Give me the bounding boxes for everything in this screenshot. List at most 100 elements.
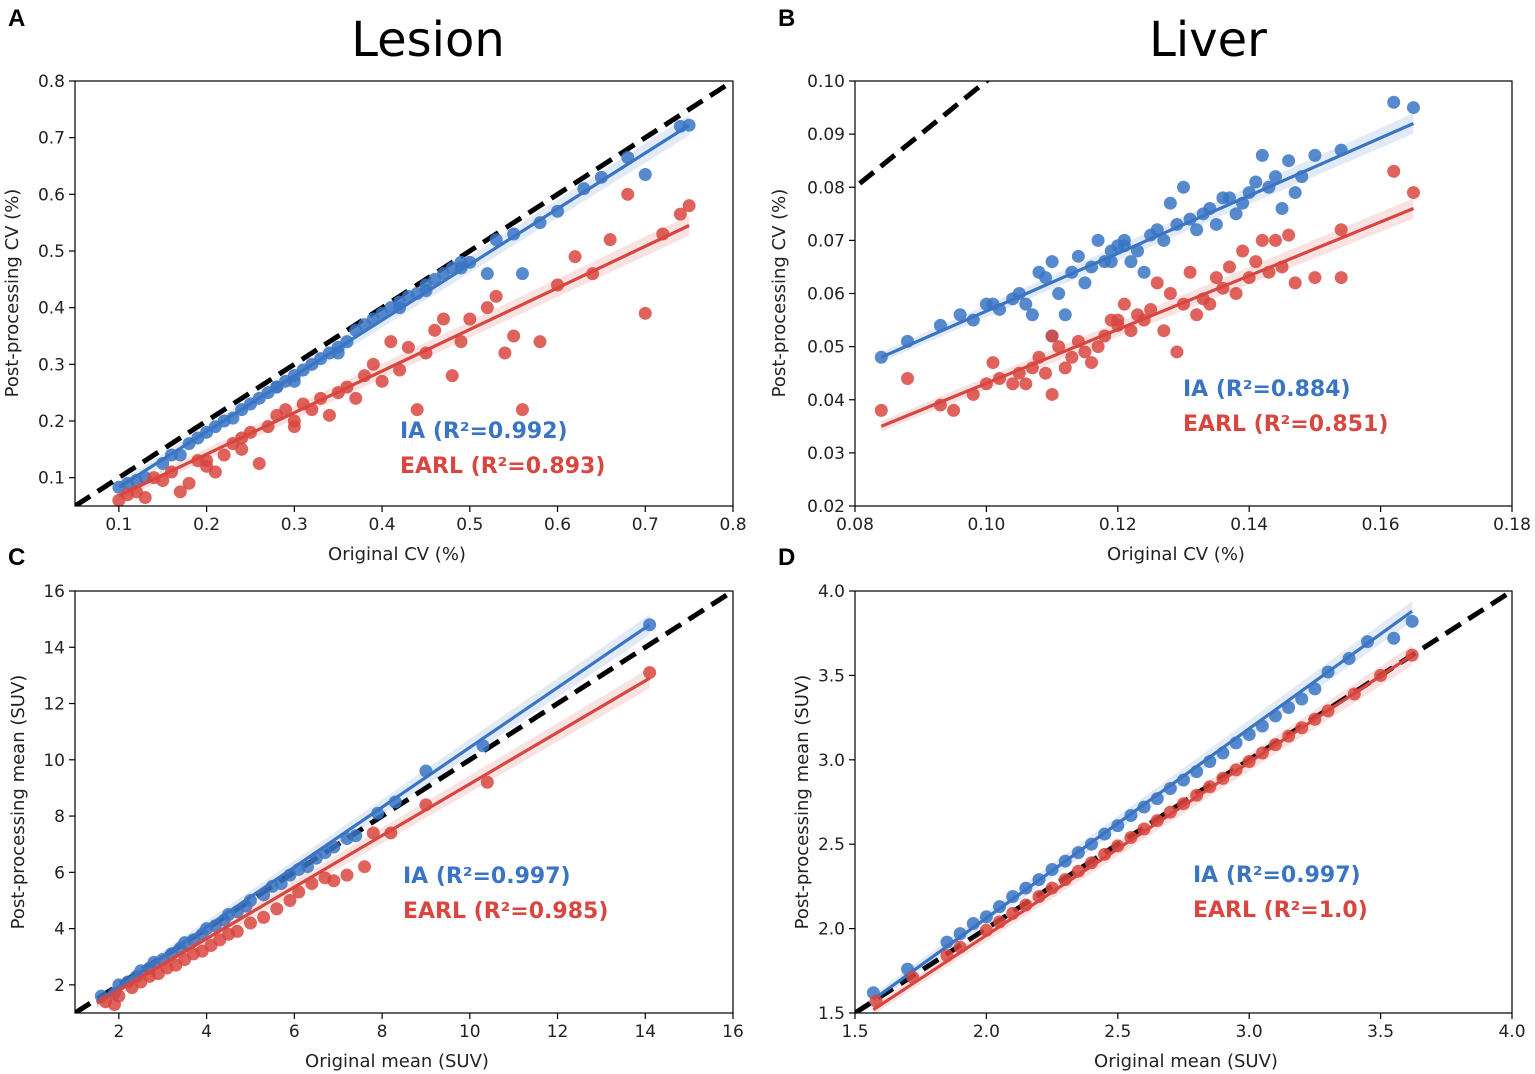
fit-line	[118, 123, 690, 489]
data-point	[243, 893, 257, 907]
data-point	[1025, 308, 1039, 322]
data-point	[410, 403, 424, 417]
y-tick-label: 2	[54, 976, 65, 996]
data-point	[1091, 340, 1105, 354]
panel-letter: B	[778, 5, 795, 32]
data-point	[1091, 233, 1105, 247]
y-axis-label: Post-processing mean (SUV)	[792, 675, 813, 930]
data-point	[217, 448, 231, 462]
data-point	[279, 403, 293, 417]
y-tick-label: 16	[43, 582, 65, 602]
data-point	[428, 323, 442, 337]
data-point	[1209, 217, 1223, 231]
data-point	[1039, 271, 1053, 285]
data-point	[252, 457, 266, 470]
y-tick-label: 0.09	[807, 125, 845, 145]
data-point	[138, 491, 152, 504]
data-point	[1387, 95, 1401, 109]
x-tick-label: 0.2	[193, 515, 220, 535]
data-point	[257, 910, 271, 924]
annotation-ia: IA (R²=0.992)	[400, 419, 568, 444]
y-tick-label: 0.04	[807, 391, 845, 411]
plot-area	[855, 591, 1512, 1013]
data-point	[643, 666, 657, 680]
data-point	[283, 893, 297, 907]
data-point	[1209, 271, 1223, 285]
data-point	[1334, 223, 1348, 237]
data-point	[366, 357, 380, 371]
y-tick-label: 0.08	[807, 178, 845, 198]
x-tick-label: 6	[289, 1022, 300, 1042]
data-point	[366, 826, 380, 840]
x-tick-label: 0.10	[967, 515, 1005, 535]
x-tick-label: 0.08	[836, 515, 874, 535]
data-point	[1190, 308, 1204, 322]
data-point	[1111, 313, 1125, 327]
x-tick-label: 0.12	[1099, 515, 1137, 535]
y-tick-label: 0.5	[38, 242, 65, 262]
data-point	[375, 374, 389, 388]
panel-letter: A	[8, 5, 25, 32]
fit-line	[880, 122, 1415, 359]
plot-area	[855, 81, 1420, 432]
data-point	[1039, 366, 1053, 380]
data-point	[1308, 682, 1322, 696]
y-tick-label: 2.5	[818, 835, 845, 855]
data-point	[1190, 223, 1204, 237]
x-tick-label: 0.3	[281, 515, 308, 535]
x-tick-label: 14	[634, 1022, 656, 1042]
data-point	[436, 312, 450, 326]
data-point	[292, 885, 306, 899]
data-point	[230, 924, 244, 938]
data-point	[480, 775, 494, 789]
data-point	[1405, 614, 1419, 628]
data-point	[1144, 302, 1158, 316]
series-ia	[866, 601, 1419, 1005]
data-point	[1078, 345, 1092, 359]
data-point	[235, 442, 249, 456]
data-point	[1045, 329, 1059, 343]
data-point	[1236, 244, 1250, 258]
y-tick-label: 6	[54, 863, 65, 883]
data-point	[1006, 377, 1020, 391]
data-point	[393, 363, 407, 377]
data-point	[1255, 148, 1269, 162]
data-point	[577, 182, 591, 196]
data-point	[1124, 324, 1138, 338]
data-point	[1045, 387, 1059, 401]
confidence-band	[96, 668, 650, 1009]
data-point	[947, 403, 961, 417]
data-point	[1150, 276, 1164, 290]
y-tick-label: 0.05	[807, 338, 845, 358]
y-tick-label: 0.3	[38, 355, 65, 375]
fit-line	[880, 207, 1415, 428]
data-point	[1268, 170, 1282, 184]
fit-line	[118, 224, 690, 498]
data-point	[515, 267, 529, 281]
data-point	[986, 356, 1000, 370]
x-tick-label: 8	[377, 1022, 388, 1042]
data-point	[384, 335, 398, 349]
y-tick-label: 0.06	[807, 285, 845, 305]
identity-line	[75, 591, 733, 1013]
data-point	[371, 806, 385, 820]
series-ia	[94, 614, 657, 1007]
y-tick-label: 4.0	[818, 582, 845, 602]
annotation-earl: EARL (R²=0.893)	[400, 454, 605, 479]
fit-line	[872, 653, 1414, 1011]
y-tick-label: 14	[43, 638, 65, 658]
x-tick-label: 0.16	[1362, 515, 1400, 535]
x-axis-label: Original mean (SUV)	[305, 1051, 489, 1072]
data-point	[1163, 781, 1177, 795]
fit-line	[96, 676, 651, 1005]
data-point	[638, 306, 652, 320]
y-tick-label: 0.7	[38, 129, 65, 149]
data-point	[480, 267, 494, 281]
data-point	[1183, 265, 1197, 279]
data-point	[349, 391, 363, 405]
panel-b: B Liver 0.08 0.10 0.12 0.14 0.16 0.18 0.02 0.03 0.…	[769, 5, 1531, 565]
data-point	[1203, 297, 1217, 311]
x-tick-label: 0.1	[105, 515, 132, 535]
y-axis-label: Post-processing CV (%)	[2, 189, 23, 398]
data-point	[358, 860, 372, 874]
